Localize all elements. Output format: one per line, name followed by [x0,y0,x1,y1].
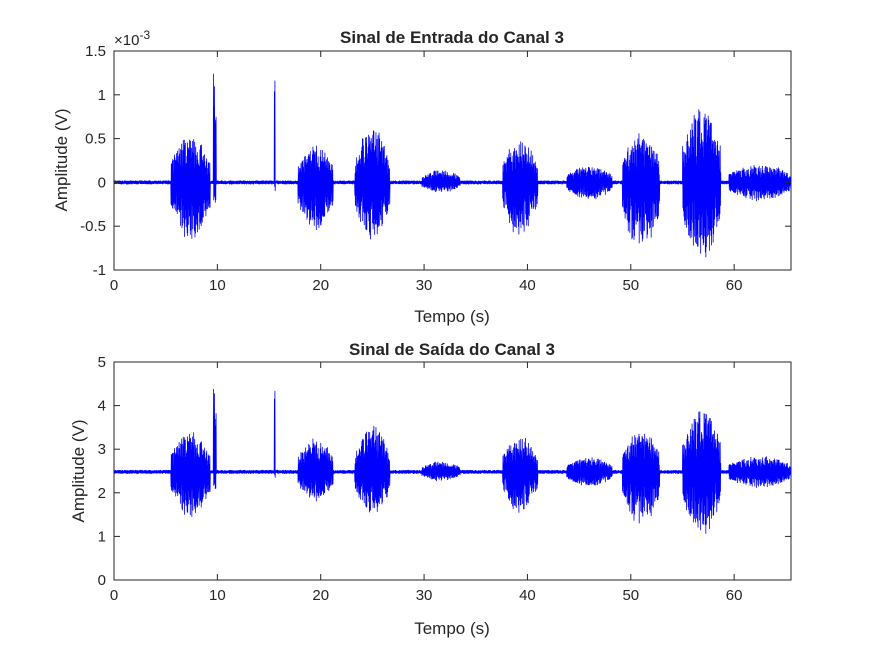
output-signal-y-tick-label: 3 [98,441,106,458]
input-signal-x-tick-label: 10 [209,277,226,294]
output-signal-x-ticks: 0 10 20 30 40 50 60 [110,362,743,604]
output-signal-x-tick-label: 50 [622,587,639,604]
input-signal-x-tick-label: 20 [312,277,329,294]
output-signal-x-tick-label: 20 [312,587,329,604]
input-signal-plot: Sinal de Entrada do Canal 3 ×10-3 0 10 20 3… [52,28,792,326]
output-signal-y-tick-label: 2 [98,485,106,502]
input-signal-x-label: Tempo (s) [414,307,490,326]
output-signal-x-tick-label: 0 [110,587,118,604]
output-signal-x-tick-label: 60 [726,587,743,604]
output-signal-y-tick-label: 0 [98,572,106,589]
input-signal-y-tick-label: 1 [98,87,106,104]
input-signal-y-tick-label: 0 [98,174,106,191]
output-signal-x-tick-label: 40 [519,587,536,604]
output-signal-y-tick-label: 4 [98,398,106,415]
input-signal-y-label: Amplitude (V) [52,109,71,212]
output-signal-plot: Sinal de Saída do Canal 3 0 10 20 30 40 50 60 … [69,340,792,638]
input-signal-y-exponent-power: -3 [139,28,150,42]
input-signal-y-tick-label: -1 [93,262,106,279]
svg-text:×10-3: ×10-3 [114,28,150,49]
input-signal-x-tick-label: 60 [726,277,743,294]
output-signal-y-ticks: 0 1 2 3 4 5 [98,354,791,589]
input-signal-x-ticks: 0 10 20 30 40 50 60 [110,51,743,294]
input-signal-y-tick-label: 1.5 [85,43,106,60]
input-signal-y-tick-label: -0.5 [80,218,106,235]
input-signal-y-exponent: ×10-3 [114,28,150,49]
input-signal-series [113,73,792,258]
input-signal-y-tick-label: 0.5 [85,131,106,148]
input-signal-axes [113,50,792,271]
input-signal-y-ticks: -1 -0.5 0 0.5 1 1.5 [80,43,791,279]
input-signal-x-tick-label: 30 [416,277,433,294]
output-signal-y-label: Amplitude (V) [69,420,88,523]
input-signal-title: Sinal de Entrada do Canal 3 [340,28,564,47]
output-signal-title: Sinal de Saída do Canal 3 [349,340,555,359]
input-signal-x-tick-label: 40 [519,277,536,294]
output-signal-x-label: Tempo (s) [414,619,490,638]
input-signal-x-tick-label: 50 [622,277,639,294]
output-signal-x-tick-label: 10 [209,587,226,604]
output-signal-series [113,388,792,534]
output-signal-y-tick-label: 1 [98,528,106,545]
input-signal-y-exponent-prefix: ×10 [114,32,139,49]
output-signal-y-tick-label: 5 [98,354,106,371]
output-signal-x-tick-label: 30 [416,587,433,604]
input-signal-x-tick-label: 0 [110,277,118,294]
